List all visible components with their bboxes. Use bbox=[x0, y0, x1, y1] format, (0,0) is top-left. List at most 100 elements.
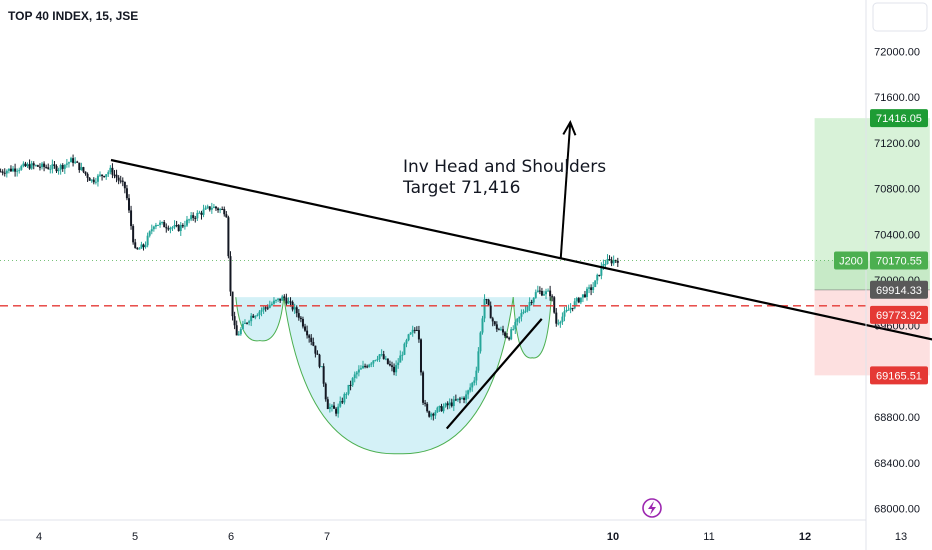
candle bbox=[32, 161, 35, 170]
candle bbox=[557, 319, 560, 326]
candle bbox=[563, 306, 566, 322]
candle bbox=[483, 294, 486, 323]
candle-body bbox=[463, 397, 466, 400]
menu-button[interactable] bbox=[872, 2, 928, 32]
candle-body bbox=[134, 242, 137, 248]
candle bbox=[577, 296, 580, 304]
candle-body bbox=[295, 307, 298, 314]
candle bbox=[183, 220, 186, 230]
candle bbox=[34, 164, 37, 167]
candle bbox=[194, 215, 197, 223]
candle-body bbox=[202, 209, 205, 215]
y-tick-label: 71600.00 bbox=[874, 92, 920, 104]
candle-body bbox=[241, 323, 244, 330]
candle-body bbox=[553, 297, 556, 313]
candle bbox=[524, 306, 527, 314]
candle-body bbox=[368, 364, 371, 367]
candle bbox=[432, 412, 435, 421]
candle-body bbox=[57, 169, 60, 172]
candle-body bbox=[229, 256, 232, 292]
candle bbox=[210, 202, 213, 214]
candle bbox=[422, 370, 425, 406]
candle-body bbox=[549, 290, 552, 297]
candle-body bbox=[417, 330, 420, 340]
candle bbox=[349, 380, 352, 391]
lightning-icon[interactable] bbox=[642, 498, 662, 518]
candle bbox=[3, 168, 6, 177]
candle bbox=[86, 172, 89, 182]
candle-body bbox=[495, 324, 498, 330]
candle bbox=[72, 154, 75, 167]
candle-body bbox=[74, 161, 77, 163]
candle-body bbox=[304, 326, 307, 331]
candle-body bbox=[403, 343, 406, 355]
candle-body bbox=[579, 297, 582, 303]
candle-body bbox=[320, 366, 323, 368]
candle-body bbox=[88, 177, 91, 181]
symbol-tag-text: J200 bbox=[839, 256, 863, 268]
candle bbox=[504, 331, 507, 339]
candle-body bbox=[138, 248, 141, 250]
candle-body bbox=[194, 217, 197, 219]
candle bbox=[188, 218, 191, 224]
candle bbox=[501, 325, 504, 336]
candle-body bbox=[530, 301, 533, 303]
candle-body bbox=[266, 307, 269, 309]
candle-body bbox=[152, 226, 155, 230]
candle-body bbox=[107, 172, 110, 175]
drawings bbox=[0, 119, 932, 430]
candle bbox=[555, 308, 558, 327]
candles bbox=[0, 154, 619, 421]
candle bbox=[413, 327, 416, 334]
y-tick-label: 68000.00 bbox=[874, 504, 920, 516]
candle-body bbox=[473, 380, 476, 383]
candle-body bbox=[364, 365, 367, 367]
candle-body bbox=[355, 372, 358, 375]
candle-body bbox=[181, 224, 184, 227]
candle-body bbox=[7, 168, 10, 171]
candle-body bbox=[246, 322, 249, 324]
candle-body bbox=[545, 291, 548, 295]
candle-body bbox=[283, 296, 286, 298]
candle-body bbox=[380, 354, 383, 356]
candle bbox=[393, 363, 396, 376]
candle-body bbox=[142, 244, 145, 248]
candle bbox=[272, 297, 275, 305]
candle bbox=[132, 224, 135, 245]
candle bbox=[107, 170, 110, 177]
candle-body bbox=[374, 360, 377, 362]
candle-body bbox=[24, 163, 27, 167]
candle-body bbox=[183, 225, 186, 227]
candle-body bbox=[169, 227, 172, 230]
candle bbox=[144, 241, 147, 249]
candle-body bbox=[123, 181, 126, 189]
candle bbox=[36, 164, 39, 167]
candle bbox=[378, 353, 381, 363]
candle-body bbox=[223, 209, 226, 215]
x-tick-label: 7 bbox=[324, 531, 330, 543]
candle bbox=[324, 382, 327, 402]
x-tick-label: 4 bbox=[36, 531, 42, 543]
candle-body bbox=[270, 303, 273, 306]
candle bbox=[74, 157, 77, 165]
candle-body bbox=[501, 329, 504, 333]
candle-body bbox=[233, 316, 236, 326]
pattern-outline-left-shoulder bbox=[235, 297, 285, 342]
candle-body bbox=[14, 168, 17, 172]
candle-body bbox=[72, 158, 75, 163]
candle-body bbox=[301, 318, 304, 327]
candle-body bbox=[555, 312, 558, 324]
candle bbox=[493, 320, 496, 327]
candle bbox=[516, 318, 519, 326]
candle bbox=[318, 353, 321, 369]
candle bbox=[243, 319, 246, 324]
candle-body bbox=[210, 207, 213, 210]
candle bbox=[248, 319, 251, 326]
candle-body bbox=[94, 181, 97, 183]
candle bbox=[440, 403, 443, 412]
price-tags: 71416.05 70170.55 J200 69914.33 69773.92 6916… bbox=[834, 109, 928, 385]
candle bbox=[608, 255, 611, 261]
pattern-outline-right-shoulder bbox=[512, 297, 552, 359]
candle bbox=[268, 300, 271, 309]
